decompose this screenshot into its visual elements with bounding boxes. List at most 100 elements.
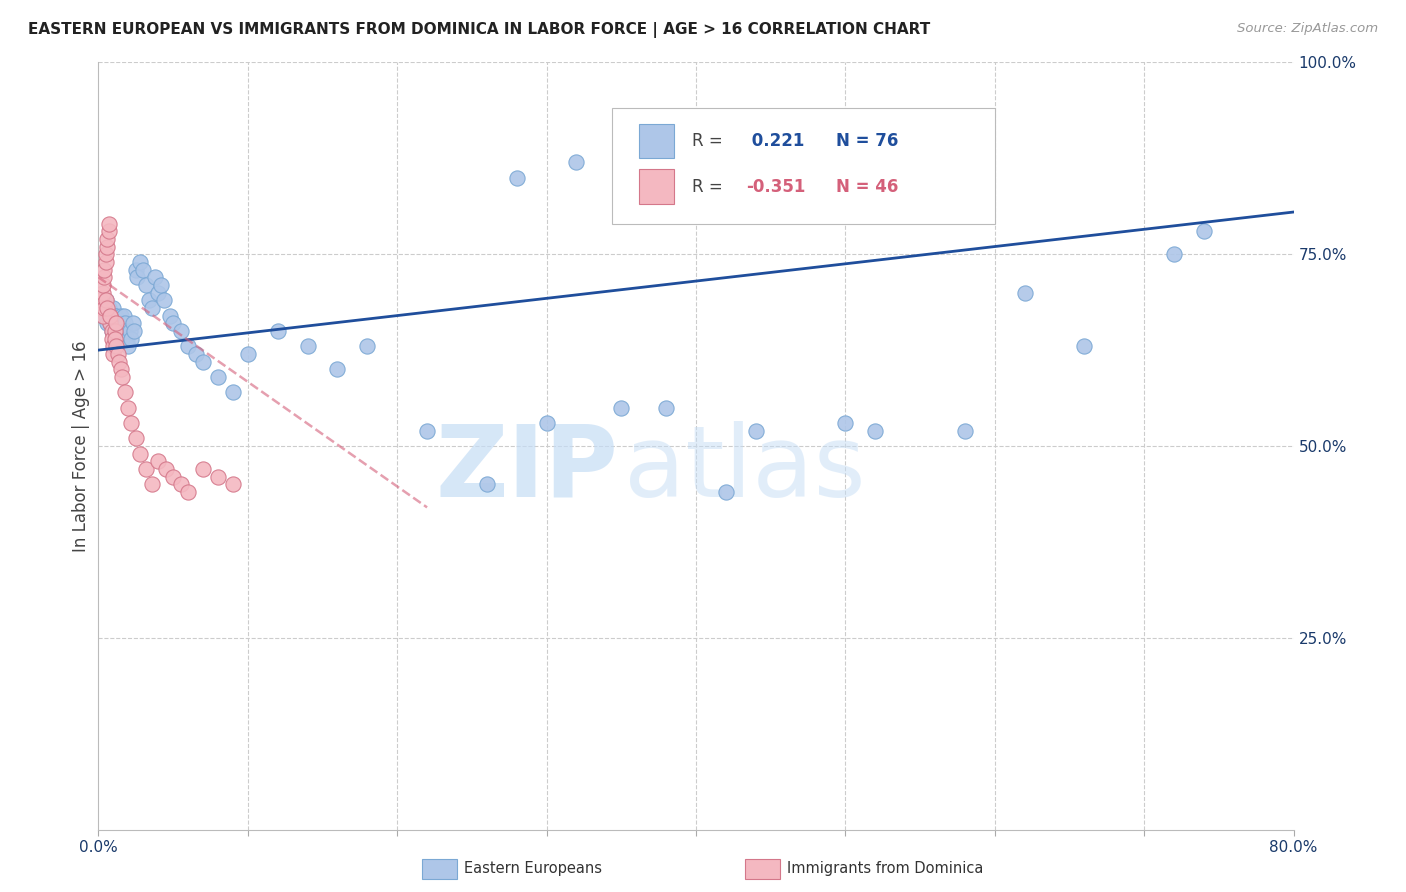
Point	[98, 316, 122, 330]
Point	[96, 239, 118, 253]
Text: -0.351: -0.351	[747, 178, 806, 195]
Point	[135, 277, 157, 292]
Point	[1073, 339, 1095, 353]
Point	[416, 424, 439, 438]
Point	[610, 401, 633, 415]
Point	[159, 309, 181, 323]
Point	[112, 324, 135, 338]
Point	[222, 477, 245, 491]
Point	[93, 301, 115, 315]
Text: 0.221: 0.221	[747, 132, 804, 150]
Text: R =: R =	[692, 178, 728, 195]
Point	[105, 309, 128, 323]
Point	[162, 316, 184, 330]
Point	[111, 370, 134, 384]
FancyBboxPatch shape	[638, 123, 675, 158]
Point	[117, 401, 139, 415]
Point	[1014, 285, 1036, 300]
Point	[104, 316, 127, 330]
Point	[96, 232, 118, 246]
Point	[138, 293, 160, 308]
Point	[107, 324, 129, 338]
Point	[655, 401, 678, 415]
Point	[565, 155, 588, 169]
Point	[101, 309, 124, 323]
Point	[207, 370, 229, 384]
Point	[124, 324, 146, 338]
Text: N = 46: N = 46	[835, 178, 898, 195]
Point	[191, 354, 214, 368]
Point	[148, 285, 170, 300]
Point	[96, 316, 118, 330]
Point	[125, 262, 148, 277]
Point	[865, 424, 887, 438]
Point	[97, 301, 120, 315]
Point	[104, 332, 127, 346]
Point	[117, 339, 139, 353]
Point	[89, 301, 111, 315]
Point	[745, 424, 768, 438]
Text: ZIP: ZIP	[436, 420, 619, 517]
Point	[91, 285, 114, 300]
Point	[93, 301, 115, 315]
Point	[129, 447, 152, 461]
Point	[118, 324, 141, 338]
FancyBboxPatch shape	[638, 169, 675, 204]
Point	[108, 316, 131, 330]
Point	[297, 339, 319, 353]
Point	[103, 316, 125, 330]
Point	[141, 301, 163, 315]
Point	[98, 309, 122, 323]
Point	[108, 332, 131, 346]
FancyBboxPatch shape	[613, 109, 995, 224]
Point	[111, 332, 134, 346]
Point	[98, 316, 122, 330]
Point	[120, 416, 142, 430]
Point	[120, 332, 142, 346]
Point	[98, 309, 122, 323]
Point	[169, 477, 191, 491]
Point	[94, 309, 117, 323]
Point	[101, 332, 124, 346]
Point	[475, 477, 498, 491]
Point	[177, 339, 200, 353]
Point	[97, 224, 120, 238]
Point	[104, 324, 127, 338]
Point	[105, 339, 128, 353]
Point	[107, 347, 129, 361]
Point	[90, 293, 112, 308]
Point	[1192, 224, 1215, 238]
Point	[91, 277, 114, 292]
Text: R =: R =	[692, 132, 728, 150]
Point	[536, 416, 558, 430]
Point	[114, 324, 136, 338]
Point	[110, 324, 132, 338]
Point	[150, 277, 173, 292]
Point	[326, 362, 349, 376]
Point	[107, 316, 129, 330]
Point	[93, 262, 115, 277]
Point	[111, 316, 134, 330]
Point	[267, 324, 290, 338]
Point	[114, 316, 136, 330]
Point	[114, 385, 136, 400]
Point	[112, 309, 135, 323]
Point	[121, 316, 143, 330]
Point	[97, 309, 120, 323]
Point	[94, 293, 117, 308]
Point	[104, 309, 127, 323]
Point	[94, 255, 117, 269]
Text: EASTERN EUROPEAN VS IMMIGRANTS FROM DOMINICA IN LABOR FORCE | AGE > 16 CORRELATI: EASTERN EUROPEAN VS IMMIGRANTS FROM DOMI…	[28, 22, 931, 38]
Point	[222, 385, 245, 400]
Point	[714, 485, 737, 500]
Point	[129, 255, 152, 269]
Point	[127, 270, 149, 285]
Point	[155, 462, 177, 476]
Text: atlas: atlas	[624, 420, 866, 517]
Point	[141, 477, 163, 491]
Point	[132, 262, 155, 277]
Point	[356, 339, 378, 353]
Point	[101, 324, 124, 338]
Point	[93, 270, 115, 285]
Point	[162, 469, 184, 483]
